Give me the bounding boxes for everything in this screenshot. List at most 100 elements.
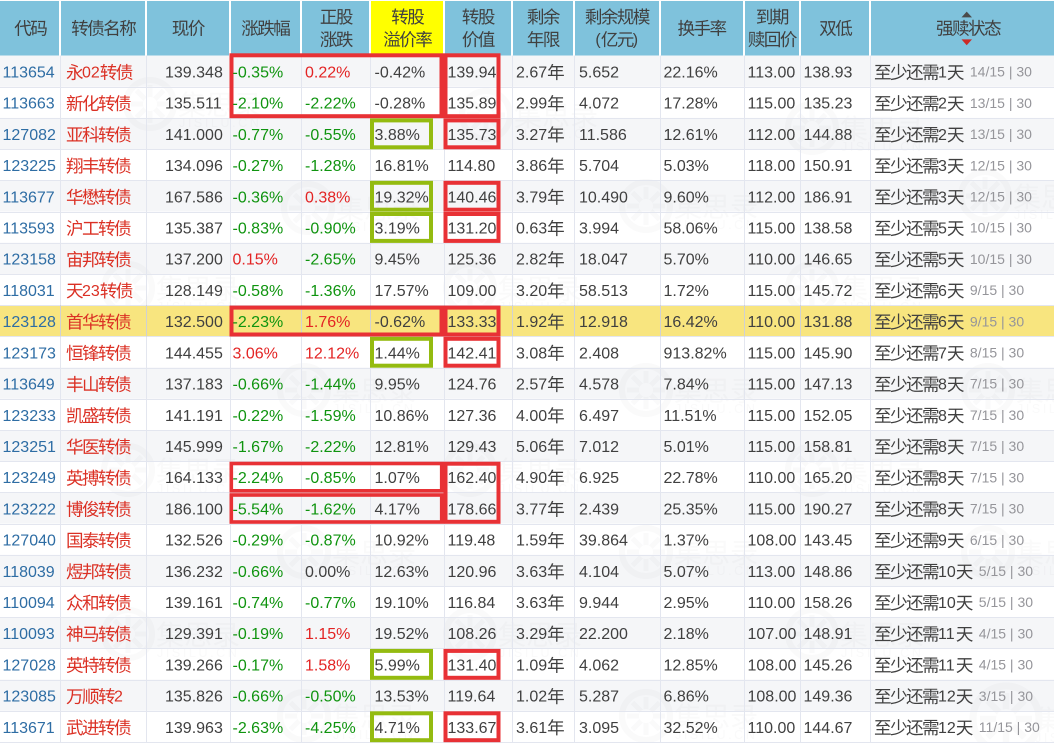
svg-text:11: 11 — [938, 657, 955, 674]
svg-text:6: 6 — [938, 314, 947, 331]
svg-text:11.51%: 11.51% — [664, 408, 717, 425]
svg-text:913.82%: 913.82% — [664, 345, 727, 362]
svg-text:137.200: 137.200 — [165, 252, 223, 269]
svg-text:4/15 | 30: 4/15 | 30 — [979, 625, 1033, 641]
svg-text:6.925: 6.925 — [579, 470, 619, 487]
svg-text:JISILU.CN: JISILU.CN — [675, 564, 757, 578]
svg-text:110093: 110093 — [3, 626, 55, 643]
svg-text:190.27: 190.27 — [804, 501, 853, 518]
svg-text:123173: 123173 — [3, 345, 56, 362]
svg-text:119.64: 119.64 — [448, 689, 496, 706]
svg-text:147.13: 147.13 — [804, 377, 853, 394]
svg-text:7/15 | 30: 7/15 | 30 — [970, 469, 1024, 485]
svg-text:3.27: 3.27 — [516, 127, 547, 144]
svg-text:110.00: 110.00 — [748, 595, 796, 612]
svg-text:145.999: 145.999 — [165, 439, 223, 456]
svg-text:7.012: 7.012 — [579, 439, 619, 456]
svg-text:3: 3 — [938, 189, 947, 206]
svg-text:-0.36%: -0.36% — [233, 189, 284, 206]
svg-text:10/15 | 30: 10/15 | 30 — [970, 251, 1032, 267]
svg-text:131.20: 131.20 — [448, 221, 497, 238]
svg-text:12.61%: 12.61% — [664, 127, 718, 144]
svg-text:123249: 123249 — [3, 470, 56, 487]
svg-text:140.46: 140.46 — [448, 189, 497, 206]
svg-text:3/15 | 30: 3/15 | 30 — [979, 688, 1033, 704]
svg-text:11: 11 — [938, 626, 955, 643]
svg-text:JISILU.CN: JISILU.CN — [841, 646, 923, 660]
svg-text:10/15 | 30: 10/15 | 30 — [970, 220, 1032, 236]
svg-text:135.511: 135.511 — [165, 96, 222, 113]
svg-text:1.07%: 1.07% — [375, 470, 420, 487]
svg-text:115.00: 115.00 — [748, 96, 796, 113]
svg-text:2.82: 2.82 — [516, 252, 547, 269]
svg-text:JISILU.CN: JISILU.CN — [333, 402, 415, 416]
svg-text:3.77: 3.77 — [516, 501, 547, 518]
svg-text:JISILU.CN: JISILU.CN — [1017, 402, 1054, 416]
svg-text:-0.17%: -0.17% — [233, 657, 284, 674]
svg-text:9: 9 — [938, 533, 947, 550]
svg-text:-0.77%: -0.77% — [233, 127, 284, 144]
svg-text:141.191: 141.191 — [165, 408, 223, 425]
svg-text:-5.54%: -5.54% — [233, 501, 284, 518]
svg-text:19.32%: 19.32% — [375, 189, 429, 206]
svg-text:12.918: 12.918 — [579, 314, 628, 331]
svg-text:-1.44%: -1.44% — [305, 377, 356, 394]
svg-text:131.88: 131.88 — [804, 314, 853, 331]
svg-text:8: 8 — [938, 408, 947, 425]
svg-text:144.88: 144.88 — [804, 127, 853, 144]
svg-text:-0.27%: -0.27% — [233, 158, 284, 175]
svg-text:-2.23%: -2.23% — [233, 314, 284, 331]
svg-text:2.67: 2.67 — [516, 65, 547, 82]
svg-text:1: 1 — [938, 65, 947, 82]
svg-text:19.52%: 19.52% — [375, 626, 429, 643]
svg-text:144.67: 144.67 — [804, 720, 853, 737]
svg-text:02: 02 — [82, 65, 100, 82]
svg-text:138.58: 138.58 — [804, 221, 853, 238]
svg-text:1.37%: 1.37% — [664, 533, 709, 550]
svg-text:6.86%: 6.86% — [664, 689, 709, 706]
svg-text:58.06%: 58.06% — [664, 221, 718, 238]
svg-text:164.133: 164.133 — [165, 470, 223, 487]
svg-text:17.28%: 17.28% — [664, 96, 718, 113]
svg-text:4.072: 4.072 — [579, 96, 619, 113]
svg-text:132.526: 132.526 — [165, 533, 223, 550]
svg-text:5.70%: 5.70% — [664, 252, 709, 269]
svg-text:113.00: 113.00 — [748, 564, 796, 581]
svg-text:135.387: 135.387 — [165, 221, 223, 238]
svg-text:108.00: 108.00 — [748, 533, 797, 550]
svg-text:4.00: 4.00 — [516, 408, 547, 425]
svg-text:-0.77%: -0.77% — [305, 595, 356, 612]
svg-text:1.44%: 1.44% — [375, 345, 420, 362]
svg-text:113654: 113654 — [3, 65, 55, 82]
svg-text:12/15 | 30: 12/15 | 30 — [970, 189, 1032, 205]
svg-text:115.00: 115.00 — [748, 345, 796, 362]
svg-text:110.00: 110.00 — [748, 720, 796, 737]
svg-text:113663: 113663 — [3, 96, 55, 113]
svg-text:9/15 | 30: 9/15 | 30 — [970, 282, 1024, 298]
svg-text:123225: 123225 — [3, 158, 56, 175]
svg-text:5.99%: 5.99% — [375, 657, 420, 674]
svg-text:116.84: 116.84 — [448, 595, 496, 612]
svg-text:148.91: 148.91 — [804, 626, 853, 643]
svg-text:0.00%: 0.00% — [305, 564, 350, 581]
svg-text:-0.66%: -0.66% — [233, 564, 284, 581]
svg-text:12.81%: 12.81% — [375, 439, 429, 456]
svg-text:1.02: 1.02 — [516, 689, 547, 706]
svg-text:5/15 | 30: 5/15 | 30 — [979, 594, 1033, 610]
svg-text:125.36: 125.36 — [448, 252, 497, 269]
svg-text:-0.35%: -0.35% — [233, 65, 284, 82]
svg-text:JISILU.CN: JISILU.CN — [841, 140, 923, 154]
svg-text:32.52%: 32.52% — [664, 720, 718, 737]
svg-text:12: 12 — [938, 720, 956, 737]
svg-text:9.60%: 9.60% — [664, 189, 709, 206]
svg-text:-2.22%: -2.22% — [305, 96, 356, 113]
svg-text:39.864: 39.864 — [579, 533, 628, 550]
svg-text:3.61: 3.61 — [516, 720, 547, 737]
svg-text:12.85%: 12.85% — [664, 657, 718, 674]
svg-text:127028: 127028 — [3, 657, 56, 674]
svg-text:12.63%: 12.63% — [375, 564, 429, 581]
svg-text:1.76%: 1.76% — [305, 314, 350, 331]
svg-text:5.07%: 5.07% — [664, 564, 709, 581]
svg-text:118039: 118039 — [3, 564, 55, 581]
svg-text:141.000: 141.000 — [165, 127, 223, 144]
